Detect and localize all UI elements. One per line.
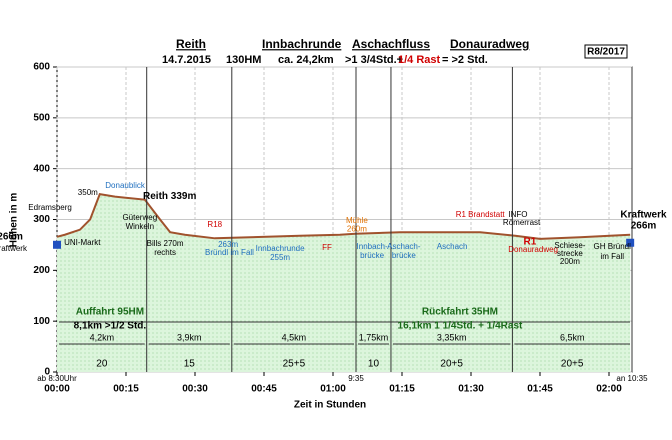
annotation: Aschach- [387, 242, 421, 251]
subtitle: 1/4 Rast [398, 54, 441, 66]
annotation: INFO [508, 210, 527, 219]
annotation: 16,1km 1 1/4Std. + 1/4Rast [398, 320, 523, 331]
badge: R8/2017 [587, 47, 625, 58]
annotation: im Fall [600, 252, 624, 261]
annotation: brücke [392, 251, 417, 260]
x-axis-label: Zeit in Stunden [294, 400, 366, 411]
annotation: Bründl im Fall [205, 248, 254, 257]
annotation: strecke [557, 249, 583, 258]
annotation: 260m [347, 224, 367, 233]
annotation: 255m [270, 253, 290, 262]
y-tick-label: 200 [33, 265, 50, 276]
badge-box [584, 44, 628, 59]
y-axis-label: Höhen in m [9, 193, 20, 248]
annotation: 8,1km >1/2 Std. [74, 320, 147, 331]
subtitle: = >2 Std. [442, 54, 488, 66]
subtitle: 14.7.2015 [162, 54, 211, 66]
annotation: brücke [360, 251, 385, 260]
segment-time: 15 [184, 359, 196, 370]
annotation: Edramsberg [28, 203, 72, 212]
segment-time: 20+5 [561, 359, 584, 370]
subtitle: ca. 24,2km [278, 54, 334, 66]
subtitle: >1 3/4Std.+ [345, 54, 403, 66]
annotation: Donauradweg [508, 245, 558, 254]
segment-time: 20 [96, 359, 108, 370]
chart-title: Donauradweg [450, 37, 529, 51]
chart-title: Reith [176, 37, 206, 51]
annotation: FF [322, 243, 332, 252]
segment-distance: 4,2km [90, 332, 115, 342]
annotation: Rückfahrt 35HM [422, 307, 498, 318]
x-tick-label: 00:15 [113, 384, 139, 395]
y-tick-label: 0 [44, 367, 50, 378]
annotation: Schiese- [554, 241, 585, 250]
annotation: Winkeln [126, 222, 154, 231]
annotation: Innbach- [357, 242, 388, 251]
x-tick-label: 01:00 [320, 384, 346, 395]
annotation: 266m [631, 221, 657, 232]
x-tick-label: 00:00 [44, 384, 70, 395]
x-tick-label: 00:30 [182, 384, 208, 395]
segment-distance: 4,5km [282, 332, 307, 342]
subtitle: 130HM [226, 54, 261, 66]
annotation: Kraftwerk [620, 210, 667, 221]
chart-title: Aschachfluss [352, 37, 430, 51]
y-tick-label: 300 [33, 214, 50, 225]
annotation: Güterweg [122, 213, 157, 222]
y-tick-label: 500 [33, 112, 50, 123]
profile-area [57, 194, 631, 372]
profile-line [56, 192, 631, 240]
segment-distance: 6,5km [560, 332, 585, 342]
x-tick-label: 01:15 [389, 384, 415, 395]
parking-marker [626, 238, 635, 247]
y-tick-label: 400 [33, 163, 50, 174]
y-tick-label: 100 [33, 316, 50, 327]
annotation: Innbachrunde [256, 244, 305, 253]
annotation: 200m [560, 257, 580, 266]
annotation: Donaublick [105, 181, 146, 190]
annotation: Kraftwerk [0, 244, 28, 253]
annotation: Römerrast [503, 218, 541, 227]
annotation: Mühle [346, 216, 368, 225]
segment-time: 10 [368, 359, 380, 370]
annotation: GH Bründl [594, 242, 632, 251]
annotation: R1 Brandstatt [456, 210, 506, 219]
annotation: 263m [218, 240, 238, 249]
x-tick-label: 00:45 [251, 384, 277, 395]
annotation: rechts [154, 248, 176, 257]
annotation: 266m [0, 231, 23, 242]
segment-distance: 3,35km [437, 332, 467, 342]
x-tick-label: 01:45 [527, 384, 553, 395]
chart-title: Innbachrunde [262, 37, 342, 51]
segment-distance: 1,75km [359, 332, 389, 342]
time-mark: 9:35 [348, 374, 364, 383]
time-mark: an 10:35 [616, 374, 648, 383]
annotation: R18 [207, 220, 222, 229]
y-tick-label: 600 [33, 62, 50, 73]
annotation: 350m [78, 188, 98, 197]
x-tick-label: 02:00 [596, 384, 622, 395]
annotation: UNI-Markt [64, 238, 101, 247]
segment-time: 25+5 [283, 359, 306, 370]
annotation: Bills 270m [147, 239, 184, 248]
time-mark: ab 8:30Uhr [37, 374, 77, 383]
segment-time: 20+5 [440, 359, 463, 370]
annotation: Aschach [437, 242, 468, 251]
parking-marker [53, 240, 61, 249]
annotation: R1 [523, 237, 536, 248]
x-tick-label: 01:30 [458, 384, 484, 395]
segment-distance: 3,9km [177, 332, 202, 342]
annotation: Auffahrt 95HM [76, 307, 144, 318]
annotation: Reith 339m [143, 191, 196, 202]
